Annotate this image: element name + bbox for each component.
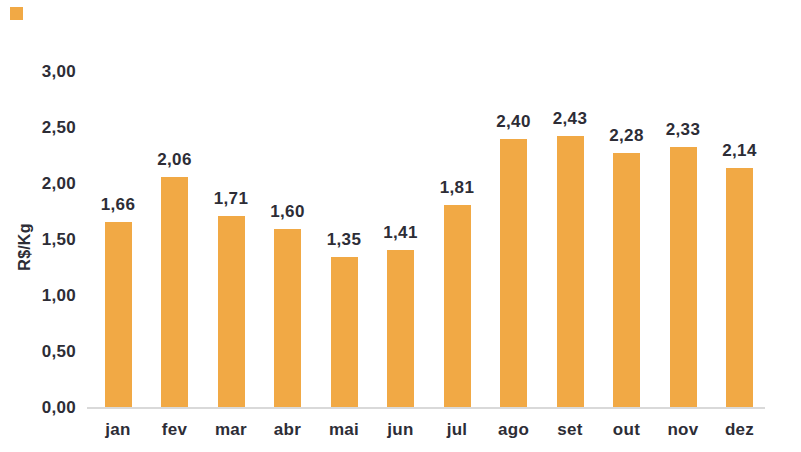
y-tick-label: 0,50 (18, 342, 76, 362)
bar-nov (670, 147, 697, 408)
y-tick-label: 2,50 (18, 118, 76, 138)
bar-value-label: 2,43 (538, 109, 602, 129)
bar-value-label: 1,41 (369, 223, 433, 243)
bar-mar (218, 216, 245, 408)
x-tick-label-jan: jan (86, 420, 150, 440)
y-tick-label: 0,00 (18, 398, 76, 418)
x-tick-label-out: out (595, 420, 659, 440)
bar-ago (500, 139, 527, 408)
x-axis-line (87, 407, 765, 409)
bar-value-label: 2,06 (143, 150, 207, 170)
bar-value-label: 2,28 (595, 126, 659, 146)
bar-set (557, 136, 584, 408)
bar-jun (387, 250, 414, 408)
bar-value-label: 2,40 (482, 112, 546, 132)
y-tick-label: 1,00 (18, 286, 76, 306)
bar-jan (105, 222, 132, 408)
x-tick-label-jul: jul (425, 420, 489, 440)
x-tick-label-nov: nov (651, 420, 715, 440)
x-tick-label-ago: ago (482, 420, 546, 440)
bar-dez (726, 168, 753, 408)
corner-orange-square-mark (10, 7, 23, 20)
bar-value-label: 2,14 (708, 141, 772, 161)
y-tick-label: 1,50 (18, 230, 76, 250)
bar-value-label: 1,66 (86, 195, 150, 215)
bar-value-label: 1,81 (425, 178, 489, 198)
x-tick-label-dez: dez (708, 420, 772, 440)
bar-fev (161, 177, 188, 408)
x-tick-label-fev: fev (143, 420, 207, 440)
x-tick-label-jun: jun (369, 420, 433, 440)
bar-value-label: 1,71 (199, 189, 263, 209)
bar-value-label: 1,60 (256, 202, 320, 222)
x-tick-label-mai: mai (312, 420, 376, 440)
bar-chart: R$/Kg 0,000,501,001,502,002,503,00 1,66j… (0, 0, 801, 452)
x-tick-label-mar: mar (199, 420, 263, 440)
x-tick-label-set: set (538, 420, 602, 440)
y-tick-label: 2,00 (18, 174, 76, 194)
bar-value-label: 2,33 (651, 120, 715, 140)
x-tick-label-abr: abr (256, 420, 320, 440)
bar-value-label: 1,35 (312, 230, 376, 250)
bar-jul (444, 205, 471, 408)
bar-mai (331, 257, 358, 408)
bar-out (613, 153, 640, 408)
bar-abr (274, 229, 301, 408)
y-tick-label: 3,00 (18, 62, 76, 82)
